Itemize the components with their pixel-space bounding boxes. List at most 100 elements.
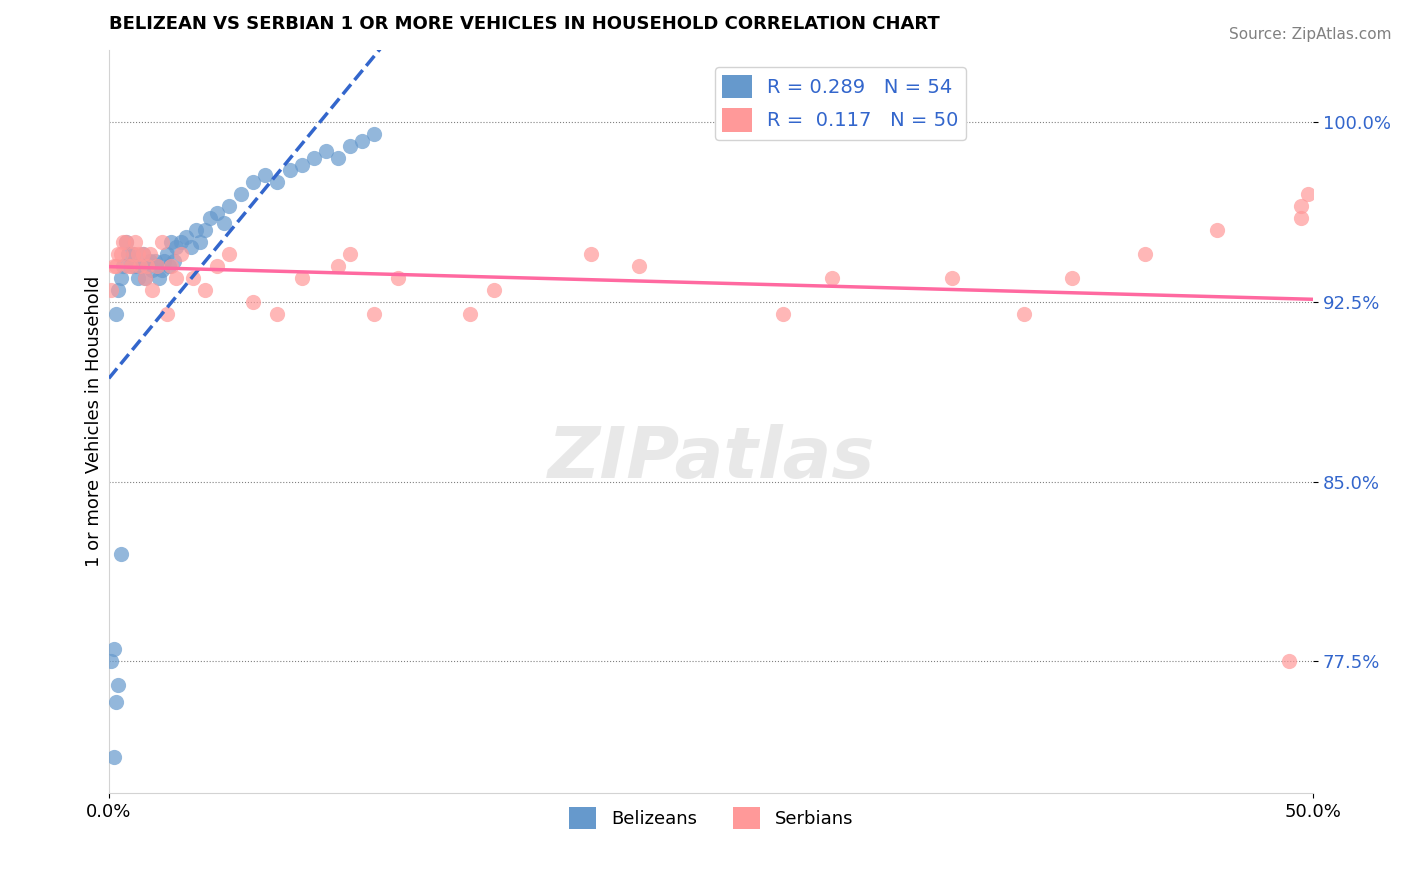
Point bbox=[134, 270, 156, 285]
Point bbox=[579, 246, 602, 260]
Point bbox=[110, 246, 132, 260]
Point bbox=[218, 246, 240, 260]
Point bbox=[129, 259, 152, 273]
Point bbox=[143, 253, 166, 268]
Point bbox=[105, 307, 128, 321]
Point bbox=[315, 144, 337, 158]
Point bbox=[181, 270, 204, 285]
Point bbox=[107, 283, 129, 297]
Point bbox=[290, 270, 312, 285]
Point bbox=[163, 253, 186, 268]
Point bbox=[100, 655, 122, 669]
Point bbox=[207, 259, 229, 273]
Point bbox=[156, 307, 179, 321]
Point bbox=[1298, 186, 1320, 201]
Point bbox=[266, 307, 288, 321]
Point bbox=[339, 138, 361, 153]
Point bbox=[105, 695, 128, 709]
Point bbox=[124, 259, 146, 273]
Point bbox=[363, 307, 385, 321]
Point bbox=[139, 253, 162, 268]
Text: ZIPatlas: ZIPatlas bbox=[547, 425, 875, 493]
Point bbox=[302, 151, 325, 165]
Point bbox=[103, 750, 125, 764]
Point bbox=[165, 239, 187, 253]
Point bbox=[184, 223, 207, 237]
Point bbox=[254, 168, 277, 182]
Point bbox=[107, 246, 129, 260]
Point bbox=[112, 235, 135, 249]
Point bbox=[190, 235, 212, 249]
Legend: Belizeans, Serbians: Belizeans, Serbians bbox=[562, 800, 860, 837]
Point bbox=[136, 259, 159, 273]
Point bbox=[141, 283, 163, 297]
Point bbox=[160, 259, 183, 273]
Point bbox=[131, 246, 153, 260]
Point bbox=[150, 263, 173, 277]
Point bbox=[326, 151, 349, 165]
Point bbox=[146, 259, 169, 273]
Point bbox=[100, 283, 122, 297]
Point bbox=[114, 235, 136, 249]
Point bbox=[1278, 655, 1301, 669]
Point bbox=[1289, 211, 1312, 225]
Point bbox=[120, 259, 142, 273]
Point bbox=[157, 259, 180, 273]
Point bbox=[820, 270, 842, 285]
Point bbox=[170, 246, 193, 260]
Point bbox=[124, 235, 146, 249]
Point bbox=[214, 215, 236, 229]
Point bbox=[139, 246, 162, 260]
Point bbox=[134, 270, 156, 285]
Point bbox=[363, 127, 385, 141]
Point bbox=[131, 246, 153, 260]
Point bbox=[129, 259, 152, 273]
Point bbox=[941, 270, 963, 285]
Point bbox=[120, 259, 142, 273]
Point bbox=[112, 259, 135, 273]
Point bbox=[1012, 307, 1035, 321]
Point bbox=[160, 235, 183, 249]
Point bbox=[165, 270, 187, 285]
Point bbox=[174, 230, 197, 244]
Point bbox=[146, 259, 169, 273]
Point bbox=[103, 642, 125, 657]
Point bbox=[117, 246, 139, 260]
Point bbox=[339, 246, 361, 260]
Point bbox=[242, 175, 264, 189]
Point bbox=[350, 134, 373, 148]
Point bbox=[290, 158, 312, 172]
Point bbox=[218, 199, 240, 213]
Point bbox=[458, 307, 481, 321]
Point bbox=[122, 246, 145, 260]
Point bbox=[484, 283, 506, 297]
Point bbox=[266, 175, 288, 189]
Point bbox=[1062, 270, 1084, 285]
Point bbox=[150, 235, 173, 249]
Point bbox=[136, 259, 159, 273]
Point bbox=[1206, 223, 1229, 237]
Point bbox=[1289, 199, 1312, 213]
Point bbox=[180, 239, 202, 253]
Point bbox=[278, 162, 301, 177]
Point bbox=[110, 270, 132, 285]
Point bbox=[103, 259, 125, 273]
Point bbox=[127, 246, 149, 260]
Point bbox=[156, 246, 179, 260]
Point bbox=[194, 283, 217, 297]
Point bbox=[127, 270, 149, 285]
Point bbox=[772, 307, 794, 321]
Point bbox=[387, 270, 409, 285]
Point bbox=[110, 547, 132, 561]
Y-axis label: 1 or more Vehicles in Household: 1 or more Vehicles in Household bbox=[86, 276, 103, 567]
Point bbox=[148, 270, 170, 285]
Point bbox=[107, 678, 129, 692]
Point bbox=[242, 294, 264, 309]
Point bbox=[198, 211, 221, 225]
Point bbox=[326, 259, 349, 273]
Point bbox=[231, 186, 253, 201]
Point bbox=[1133, 246, 1156, 260]
Point bbox=[207, 206, 229, 220]
Point bbox=[194, 223, 217, 237]
Point bbox=[627, 259, 650, 273]
